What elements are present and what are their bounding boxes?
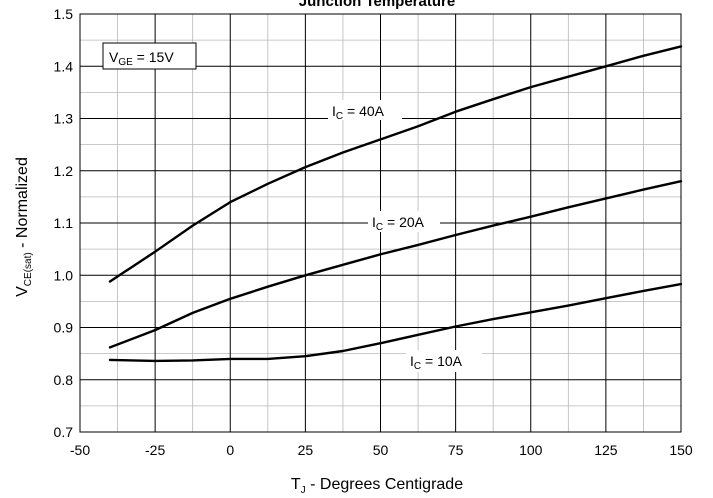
x-tick-label: 25: [298, 442, 314, 458]
x-tick-label: 150: [669, 442, 693, 458]
chart-title: Junction Temperature: [299, 0, 455, 10]
series-line-0: [108, 45, 683, 283]
y-tick-label: 1.2: [54, 163, 74, 179]
x-tick-label: 0: [226, 442, 234, 458]
x-tick-label: -50: [70, 442, 90, 458]
y-tick-label: 1.5: [54, 6, 74, 22]
y-tick-label: 0.7: [54, 424, 74, 440]
x-tick-label: 75: [448, 442, 464, 458]
y-tick-label: 1.1: [54, 215, 74, 231]
x-tick-label: 125: [594, 442, 618, 458]
series-label-40a: IC = 40A: [332, 103, 385, 122]
plot-frame: [79, 13, 682, 433]
x-tick-label: -25: [145, 442, 165, 458]
y-tick-label: 0.8: [54, 372, 74, 388]
x-tick-label: 50: [373, 442, 389, 458]
series-label-20a: IC = 20A: [372, 214, 425, 233]
series-label-20a-bg: [368, 211, 440, 232]
y-axis-label: VCE(sat) - Normalized: [14, 157, 34, 297]
x-tick-labels: -50 -25 0 25 50 75 100 125 150: [70, 442, 693, 458]
y-tick-label: 1.3: [54, 111, 74, 127]
series-line-2: [108, 282, 683, 363]
y-tick-labels: 0.7 0.8 0.9 1.0 1.1 1.2 1.3 1.4 1.5: [54, 6, 74, 440]
series-label-40a-bg: [328, 100, 402, 120]
x-tick-label: 100: [519, 442, 543, 458]
series-label-10a-bg: [406, 350, 482, 372]
series-lines: [108, 45, 683, 363]
series-label-10a: IC = 10A: [410, 353, 463, 372]
y-tick-label: 1.0: [54, 267, 74, 283]
condition-label: VGE = 15V: [109, 49, 174, 68]
y-tick-label: 0.9: [54, 320, 74, 336]
series-line-1: [108, 180, 683, 349]
condition-box: [102, 42, 197, 70]
major-grid: [80, 14, 681, 432]
y-tick-label: 1.4: [54, 58, 74, 74]
x-axis-label: TJ - Degrees Centigrade: [291, 476, 463, 496]
